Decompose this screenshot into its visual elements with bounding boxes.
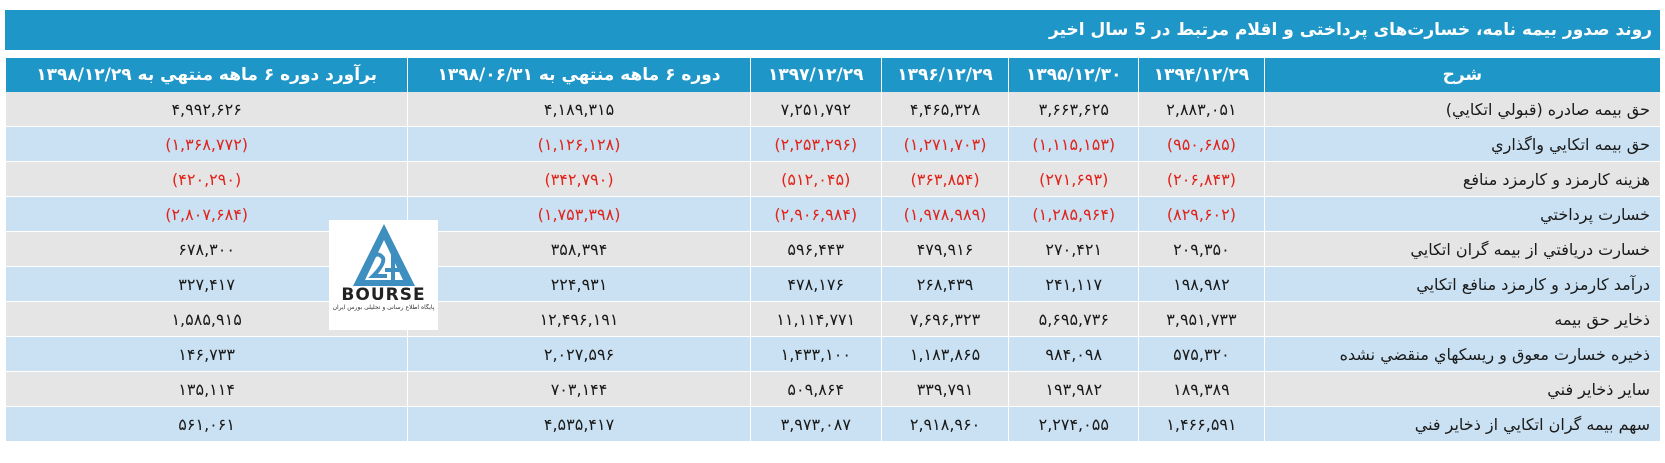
header-row: شرح ۱۳۹۴/۱۲/۲۹ ۱۳۹۵/۱۲/۳۰ ۱۳۹۶/۱۲/۲۹ ۱۳۹… — [4, 58, 1660, 92]
value-cell: ۲۷۰,۴۲۱ — [1008, 231, 1139, 267]
value-cell: ۵۷۵,۳۲۰ — [1138, 336, 1265, 372]
value-cell: (۳۴۲,۷۹۰) — [407, 161, 751, 197]
value-cell: ۲,۲۷۴,۰۵۵ — [1008, 406, 1139, 442]
table-row: درآمد کارمزد و کارمزد منافع اتکايي ۱۹۸,۹۸… — [4, 266, 1660, 302]
header-cell: شرح — [1263, 58, 1660, 92]
value-cell: (۲۷۱,۶۹۳) — [1008, 161, 1139, 197]
value-cell: ۲,۸۸۳,۰۵۱ — [1138, 92, 1265, 127]
value-cell: ۱,۱۸۳,۸۶۵ — [880, 336, 1009, 372]
value-cell: (۴۲۰,۲۹۰) — [4, 161, 408, 197]
value-cell: ۲,۰۲۷,۵۹۶ — [407, 336, 751, 372]
value-cell: ۵۶۱,۰۶۱ — [4, 406, 408, 442]
value-cell: (۹۵۰,۶۸۵) — [1138, 126, 1265, 162]
value-cell: ۲,۹۱۸,۹۶۰ — [880, 406, 1009, 442]
value-cell: ۴۷۹,۹۱۶ — [880, 231, 1009, 267]
value-cell: (۲,۹۰۶,۹۸۴) — [749, 196, 882, 232]
header-cell: دوره ۶ ماهه منتهي به ۱۳۹۸/۰۶/۳۱ — [407, 58, 751, 92]
triangle-logo-icon — [352, 224, 415, 286]
value-cell: (۸۲۹,۶۰۲) — [1138, 196, 1265, 232]
insurance-table: شرح ۱۳۹۴/۱۲/۲۹ ۱۳۹۵/۱۲/۳۰ ۱۳۹۶/۱۲/۲۹ ۱۳۹… — [4, 58, 1660, 442]
value-cell: ۴۷۸,۱۷۶ — [749, 266, 882, 302]
value-cell: ۴,۵۳۵,۴۱۷ — [407, 406, 751, 442]
row-label: درآمد کارمزد و کارمزد منافع اتکايي — [1263, 266, 1660, 302]
value-cell: ۴,۱۸۹,۳۱۵ — [407, 92, 751, 127]
table-row: حق بيمه صادره (قبولي اتكايي) ۲,۸۸۳,۰۵۱ ۳,۶… — [4, 92, 1660, 127]
value-cell: ۱,۴۳۳,۱۰۰ — [749, 336, 882, 372]
value-cell: ۵۰۹,۸۶۴ — [749, 371, 882, 407]
value-cell: ۷۰۳,۱۴۴ — [407, 371, 751, 407]
row-label: ذخاير حق بيمه — [1263, 301, 1660, 337]
value-cell: ۱,۵۸۵,۹۱۵ — [4, 301, 408, 337]
value-cell: (۱,۹۷۸,۹۸۹) — [880, 196, 1009, 232]
value-cell: (۲۰۶,۸۴۳) — [1138, 161, 1265, 197]
header-cell: ۱۳۹۷/۱۲/۲۹ — [749, 58, 882, 92]
value-cell: ۱۸۹,۳۸۹ — [1138, 371, 1265, 407]
table-row: حق بيمه اتكايي واگذاري (۹۵۰,۶۸۵) (۱,۱۱۵,۱۵… — [4, 126, 1660, 162]
value-cell: (۵۱۲,۰۴۵) — [749, 161, 882, 197]
value-cell: ۲۰۹,۳۵۰ — [1138, 231, 1265, 267]
header-cell: ۱۳۹۶/۱۲/۲۹ — [880, 58, 1009, 92]
value-cell: ۴,۴۶۵,۳۲۸ — [880, 92, 1009, 127]
header-cell: ۱۳۹۵/۱۲/۳۰ — [1008, 58, 1139, 92]
value-cell: ۴,۹۹۲,۶۲۶ — [4, 92, 408, 127]
value-cell: ۲۴۱,۱۱۷ — [1008, 266, 1139, 302]
row-label: ساير ذخاير فني — [1263, 371, 1660, 407]
value-cell: ۷,۶۹۶,۳۲۳ — [880, 301, 1009, 337]
logo-subtitle: پایگاه اطلاع رسانی و تحلیلی بورس ایران — [332, 304, 435, 311]
value-cell: ۱۴۶,۷۳۳ — [4, 336, 408, 372]
value-cell: ۳,۹۷۳,۰۸۷ — [749, 406, 882, 442]
value-cell: ۲۲۴,۹۳۱ — [407, 266, 751, 302]
value-cell: ۱۹۸,۹۸۲ — [1138, 266, 1265, 302]
value-cell: ۱۳۵,۱۱۴ — [4, 371, 408, 407]
row-label: هزينه کارمزد و کارمزد منافع — [1263, 161, 1660, 197]
value-cell: (۱,۱۱۵,۱۵۳) — [1008, 126, 1139, 162]
value-cell: ۵۹۶,۴۴۳ — [749, 231, 882, 267]
value-cell: ۳۵۸,۳۹۴ — [407, 231, 751, 267]
logo-text: BOURSE — [341, 285, 426, 305]
value-cell: ۹۸۴,۰۹۸ — [1008, 336, 1139, 372]
table-row: هزينه کارمزد و کارمزد منافع (۲۰۶,۸۴۳) (۲۷۱… — [4, 161, 1660, 197]
table-row: ذخاير حق بيمه ۳,۹۵۱,۷۳۳ ۵,۶۹۵,۷۳۶ ۷,۶۹۶,۳۲۳… — [4, 301, 1660, 337]
value-cell: ۱۱,۱۱۴,۷۷۱ — [749, 301, 882, 337]
row-label: حق بيمه صادره (قبولي اتكايي) — [1263, 92, 1660, 127]
value-cell: (۳۶۳,۸۵۴) — [880, 161, 1009, 197]
value-cell: ۲۶۸,۴۳۹ — [880, 266, 1009, 302]
header-cell: برآورد دوره ۶ ماهه منتهي به ۱۳۹۸/۱۲/۲۹ — [4, 58, 408, 92]
value-cell: (۱,۳۶۸,۷۷۲) — [4, 126, 408, 162]
row-label: خسارت دريافتي از بيمه گران اتكايي — [1263, 231, 1660, 267]
value-cell: ۵,۶۹۵,۷۳۶ — [1008, 301, 1139, 337]
table-title: روند صدور بيمه نامه، خسارت‌های پرداختی و… — [5, 10, 1660, 50]
value-cell: (۲,۲۵۳,۲۹۶) — [749, 126, 882, 162]
row-label: حق بيمه اتكايي واگذاري — [1263, 126, 1660, 162]
row-label: خسارت پرداختي — [1263, 196, 1660, 232]
table-row: سهم بيمه گران اتكايي از ذخاير فني ۱,۴۶۶,۵… — [4, 406, 1660, 442]
value-cell: (۱,۱۲۶,۱۲۸) — [407, 126, 751, 162]
value-cell: ۳,۶۶۳,۶۲۵ — [1008, 92, 1139, 127]
value-cell: ۱۲,۴۹۶,۱۹۱ — [407, 301, 751, 337]
table-row: خسارت دريافتي از بيمه گران اتكايي ۲۰۹,۳۵۰… — [4, 231, 1660, 267]
value-cell: ۱,۴۶۶,۵۹۱ — [1138, 406, 1265, 442]
value-cell: (۱,۲۷۱,۷۰۳) — [880, 126, 1009, 162]
row-label: ذخيره خسارت معوق و ريسکهاي منقضي نشده — [1263, 336, 1660, 372]
value-cell: ۱۹۳,۹۸۲ — [1008, 371, 1139, 407]
value-cell: ۷,۲۵۱,۷۹۲ — [749, 92, 882, 127]
table-row: ساير ذخاير فني ۱۸۹,۳۸۹ ۱۹۳,۹۸۲ ۳۳۹,۷۹۱ ۵۰۹,۸… — [4, 371, 1660, 407]
table-row: خسارت پرداختي (۸۲۹,۶۰۲) (۱,۲۸۵,۹۶۴) (۱,۹۷۸,… — [4, 196, 1660, 232]
value-cell: ۳,۹۵۱,۷۳۳ — [1138, 301, 1265, 337]
value-cell: (۱,۲۸۵,۹۶۴) — [1008, 196, 1139, 232]
value-cell: (۱,۷۵۳,۳۹۸) — [407, 196, 751, 232]
header-cell: ۱۳۹۴/۱۲/۲۹ — [1138, 58, 1265, 92]
row-label: سهم بيمه گران اتكايي از ذخاير فني — [1263, 406, 1660, 442]
table-row: ذخيره خسارت معوق و ريسکهاي منقضي نشده ۵۷۵… — [4, 336, 1660, 372]
bourse24-logo: BOURSE پایگاه اطلاع رسانی و تحلیلی بورس … — [329, 220, 438, 330]
value-cell: ۳۳۹,۷۹۱ — [880, 371, 1009, 407]
